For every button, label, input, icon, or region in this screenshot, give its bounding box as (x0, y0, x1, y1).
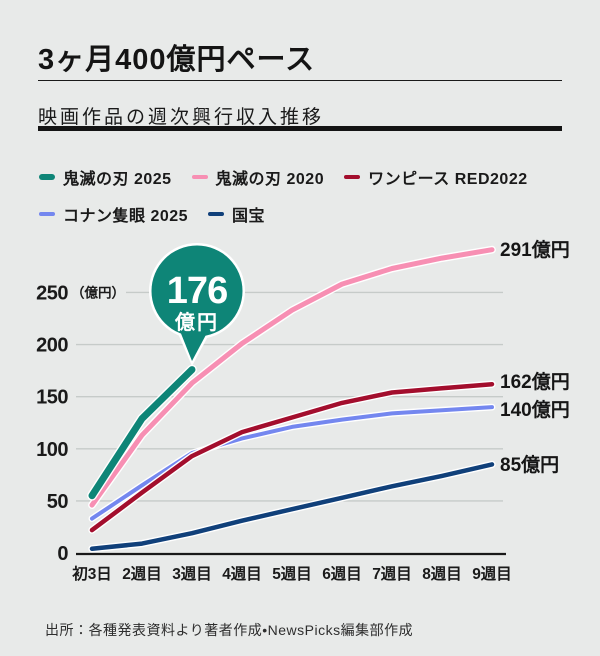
x-tick-label-8: 8週目 (422, 565, 462, 583)
legend-label-kokuho: 国宝 (232, 208, 266, 225)
x-tick-label-7: 7週目 (372, 565, 412, 583)
page-subtitle: 映画作品の週次興行収入推移 (38, 106, 325, 128)
y-tick-label-100: 100 (36, 439, 68, 461)
end-label-conan-2025: 140億円 (500, 398, 570, 421)
legend-label-kimetsu-2020: 鬼滅の刃 2020 (215, 171, 325, 188)
x-tick-label-1: 初3日 (71, 564, 112, 583)
gridlines: 0 50 100 150 200 250 （億円） (36, 282, 503, 565)
y-tick-label-150: 150 (36, 387, 68, 409)
legend-item-kimetsu-2020: 鬼滅の刃 2020 (191, 165, 325, 189)
x-tick-label-4: 4週目 (222, 565, 262, 583)
series-lines (87, 245, 496, 553)
series-line-kimetsu-2020 (89, 247, 495, 508)
callout-pointer (180, 331, 208, 361)
legend-label-onepiece-red-2022: ワンピース RED2022 (368, 171, 528, 188)
y-tick-label-200: 200 (36, 335, 68, 357)
end-label-onepiece-red-2022: 162億円 (500, 370, 570, 393)
y-tick-label-250: 250 (36, 282, 68, 304)
legend-row-2: コナン隻眼 2025 国宝 (39, 202, 528, 226)
end-label-kokuho: 85億円 (500, 453, 559, 476)
end-label-kimetsu-2020: 291億円 (500, 238, 570, 261)
legend-item-kokuho: 国宝 (208, 202, 265, 226)
callout-unit: 億円 (174, 310, 219, 334)
title-divider (38, 80, 562, 82)
x-axis-labels: 初3日 2週目 3週目 4週目 5週目 6週目 7週目 8週目 9週目 (71, 564, 512, 583)
callout-circle (151, 245, 243, 337)
legend-swatch-kimetsu-2025 (39, 174, 55, 180)
page-title: 3ヶ月400億円ペース (38, 44, 316, 77)
y-tick-label-50: 50 (47, 491, 69, 513)
legend-item-conan-2025: コナン隻眼 2025 (39, 202, 188, 226)
y-tick-label-0: 0 (57, 543, 68, 565)
legend-swatch-kimetsu-2020 (191, 174, 208, 180)
callout-value: 176 (167, 270, 227, 312)
series-line-onepiece-red-2022 (89, 381, 495, 533)
legend-swatch-kokuho (208, 211, 225, 217)
x-tick-label-9: 9週目 (472, 565, 512, 583)
legend-row-1: 鬼滅の刃 2025 鬼滅の刃 2020 ワンピース RED2022 (39, 165, 528, 189)
legend-label-conan-2025: コナン隻眼 2025 (63, 208, 189, 225)
legend-label-kimetsu-2025: 鬼滅の刃 2025 (63, 171, 172, 188)
chart-legend: 鬼滅の刃 2025 鬼滅の刃 2020 ワンピース RED2022 コナン隻眼 20… (39, 165, 528, 239)
y-axis-unit-label: （億円） (71, 284, 125, 300)
end-value-labels: 291億円 162億円 140億円 85億円 (500, 238, 570, 476)
legend-swatch-conan-2025 (39, 211, 55, 217)
series-line-kimetsu-2025 (88, 366, 196, 500)
x-tick-label-5: 5週目 (272, 565, 312, 583)
x-tick-label-6: 6週目 (322, 565, 362, 583)
series-line-kokuho (89, 462, 495, 552)
series-line-conan-2025 (90, 405, 494, 521)
legend-item-onepiece-red-2022: ワンピース RED2022 (344, 165, 528, 189)
legend-item-kimetsu-2025: 鬼滅の刃 2025 (39, 165, 172, 189)
legend-swatch-onepiece-red-2022 (344, 174, 361, 180)
x-tick-label-2: 2週目 (122, 565, 162, 583)
source-note: 出所：各種発表資料より著者作成•NewsPicks編集部作成 (45, 622, 414, 638)
x-tick-label-3: 3週目 (172, 565, 212, 583)
subtitle-divider (38, 126, 562, 131)
